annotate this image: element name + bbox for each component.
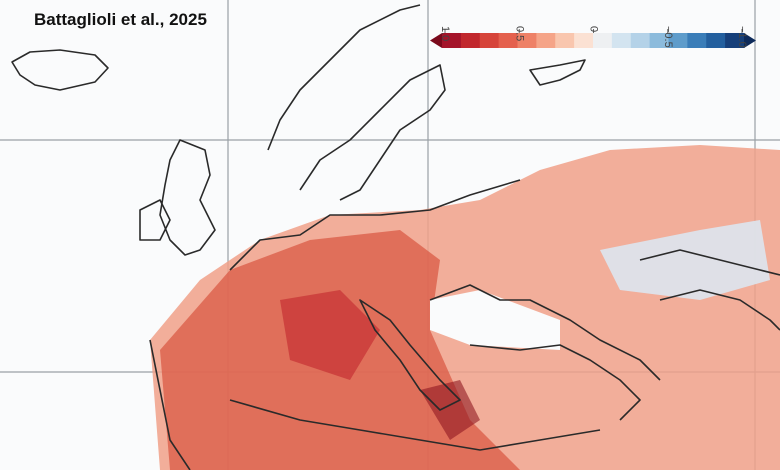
coastline <box>639 249 780 276</box>
coastline <box>149 339 191 470</box>
anomaly-field <box>150 145 780 470</box>
colorbar-segment <box>442 33 462 48</box>
colorbar-segment <box>611 33 632 48</box>
coastline <box>529 59 586 86</box>
colorbar-segment <box>706 33 726 48</box>
colorbar-tick-label: −0.5 <box>662 26 674 48</box>
colorbar-segment <box>668 33 688 48</box>
colorbar-segment <box>593 33 613 48</box>
anomaly-area <box>420 380 480 440</box>
coastline <box>469 344 641 421</box>
coastline <box>229 179 521 271</box>
anomaly-area <box>600 220 770 300</box>
anomaly-area <box>280 290 380 380</box>
colorbar-segment <box>630 33 651 48</box>
attribution: Battaglioli et al., 2025 <box>34 10 207 29</box>
colorbar-segment <box>460 33 481 48</box>
colorbar-segment <box>517 33 537 48</box>
coastline <box>11 49 109 91</box>
coastlines <box>11 4 780 470</box>
colorbar-arrow <box>744 33 756 48</box>
colorbar-tick-label: 0.5 <box>513 26 525 41</box>
colorbar-segment <box>649 33 669 48</box>
colorbar-tick-label: −1.0 <box>736 26 748 48</box>
colorbar-segment <box>555 33 575 48</box>
colorbar-segment <box>479 33 500 48</box>
coastline <box>267 4 421 151</box>
colorbar-segment <box>725 33 745 48</box>
colorbar-segment <box>536 33 556 48</box>
colorbar-segment <box>687 33 707 48</box>
coastline <box>229 399 601 451</box>
colorbar-tick-label: 1.0 <box>439 26 451 41</box>
coastline <box>159 139 216 256</box>
colorbar: 1.0 0.5 0 −0.5 −1.0 <box>430 26 756 48</box>
colorbar-segment <box>574 33 594 48</box>
colorbar-arrow <box>430 33 442 48</box>
sea <box>430 290 560 350</box>
colorbar-tick-label: 0 <box>588 26 600 32</box>
coastline <box>299 64 446 201</box>
coastline <box>659 289 780 331</box>
colorbar-segment <box>498 33 518 48</box>
coastline <box>429 284 661 381</box>
coastline <box>139 199 171 241</box>
coastline <box>359 299 461 411</box>
